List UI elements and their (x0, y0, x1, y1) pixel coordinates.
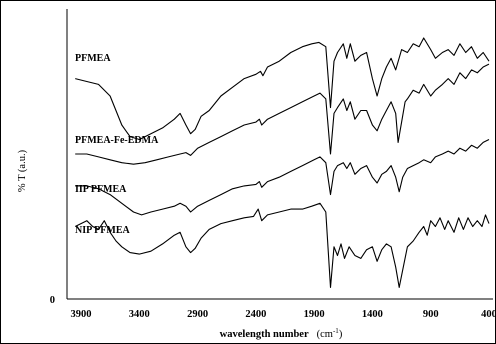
series-line-4 (74, 202, 490, 288)
series-label-3: IIP PFMEA (75, 184, 127, 195)
series-line-1 (75, 37, 490, 141)
series-line-2 (75, 63, 490, 165)
series-label-4: NIP PFMEA (75, 225, 130, 236)
series-group (74, 37, 490, 288)
x-tick-label: 1900 (304, 309, 325, 320)
x-tick-label: 2400 (245, 309, 266, 320)
x-axis-title-exponent: -1 (333, 327, 339, 335)
x-tick-label: 3400 (129, 309, 150, 320)
series-labels: PFMEA PFMEA-Fe-EDMA IIP PFMEA NIP PFMEA (75, 53, 159, 236)
x-tick-labels: 3900 3400 2900 2400 1900 1400 900 400 (71, 309, 496, 320)
x-axis-title: wavelength number (cm-1) (220, 324, 343, 341)
x-axis-title-main: wavelength number (220, 329, 309, 340)
series-label-1: PFMEA (75, 53, 111, 64)
y-tick-label: 0 (50, 295, 55, 306)
series-label-2: PFMEA-Fe-EDMA (75, 135, 159, 146)
axes (66, 9, 493, 300)
series-line-3 (75, 139, 490, 216)
y-tick-labels: 0 (50, 295, 55, 306)
x-tick-label: 900 (423, 309, 439, 320)
x-tick-label: 3900 (71, 309, 92, 320)
x-axis-title-close: ) (339, 329, 343, 340)
x-tick-label: 1400 (362, 309, 383, 320)
x-tick-label: 400 (481, 309, 495, 320)
x-tick-label: 2900 (187, 309, 208, 320)
y-axis-title: % T (a.u.) (17, 149, 28, 192)
x-axis-title-unit: (cm (317, 329, 333, 340)
